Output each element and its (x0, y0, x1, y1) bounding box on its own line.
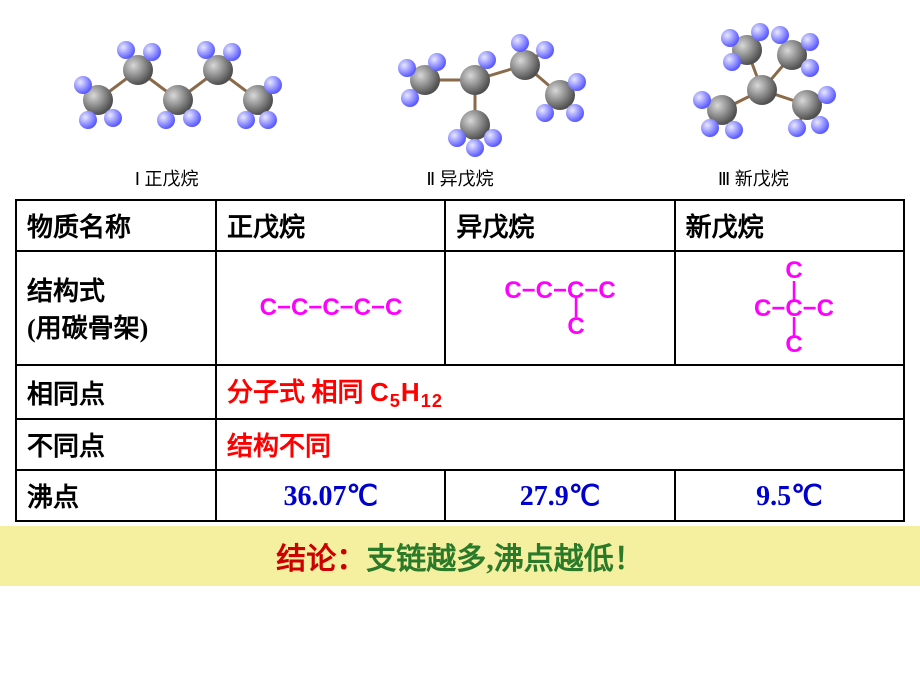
conclusion-text: 支链越多,沸点越低！ (366, 543, 644, 576)
cell-bp-label: 沸点 (16, 470, 216, 521)
cell-struct-label: 结构式 (用碳骨架) (16, 251, 216, 365)
svg-text:C−C−C−C−C: C−C−C−C−C (259, 294, 402, 321)
cell-name-label: 物质名称 (16, 200, 216, 251)
molecule-isopentane (365, 10, 595, 160)
svg-text:C: C (786, 331, 803, 358)
cell-struct-3: C | C−C−C | C (675, 251, 904, 365)
molecule-neopentane (652, 10, 872, 160)
row-bp: 沸点 36.07℃ 27.9℃ 9.5℃ (16, 470, 904, 521)
svg-text:C−C−C−C: C−C−C−C (504, 277, 615, 304)
cell-same-label: 相同点 (16, 365, 216, 419)
caption-1: Ⅰ 正戊烷 (21, 165, 311, 191)
cell-same-value: 分子式 相同 C5H12 (216, 365, 904, 419)
cell-diff-value: 结构不同 (216, 419, 904, 470)
row-same: 相同点 分子式 相同 C5H12 (16, 365, 904, 419)
cell-bp-2: 27.9℃ (445, 470, 674, 521)
caption-2: Ⅱ 异戊烷 (315, 165, 605, 191)
struct-label-line1: 结构式 (27, 277, 105, 306)
cell-bp-3: 9.5℃ (675, 470, 904, 521)
row-structure: 结构式 (用碳骨架) C−C−C−C−C C−C−C−C | C (16, 251, 904, 365)
cell-name-1: 正戊烷 (216, 200, 445, 251)
row-name: 物质名称 正戊烷 异戊烷 新戊烷 (16, 200, 904, 251)
cell-struct-2: C−C−C−C | C (445, 251, 674, 365)
cell-diff-label: 不同点 (16, 419, 216, 470)
properties-table: 物质名称 正戊烷 异戊烷 新戊烷 结构式 (用碳骨架) C−C−C−C−C C−… (15, 199, 905, 522)
struct-label-line2: (用碳骨架) (27, 314, 148, 343)
isopentane-svg (365, 10, 595, 160)
same-formula: C5H12 (370, 377, 443, 407)
cell-struct-1: C−C−C−C−C (216, 251, 445, 365)
cell-name-2: 异戊烷 (445, 200, 674, 251)
captions-row: Ⅰ 正戊烷 Ⅱ 异戊烷 Ⅲ 新戊烷 (0, 160, 920, 199)
row-diff: 不同点 结构不同 (16, 419, 904, 470)
molecules-row (0, 0, 920, 160)
slide-container: Ⅰ 正戊烷 Ⅱ 异戊烷 Ⅲ 新戊烷 物质名称 正戊烷 异戊烷 新戊烷 结构式 (… (0, 0, 920, 586)
svg-text:C: C (567, 313, 584, 340)
n-pentane-svg (48, 10, 308, 160)
molecule-n-pentane (48, 10, 308, 160)
caption-3: Ⅲ 新戊烷 (608, 165, 898, 191)
same-prefix: 分子式 相同 (227, 378, 370, 407)
cell-bp-1: 36.07℃ (216, 470, 445, 521)
conclusion-label: 结论： (276, 543, 366, 576)
conclusion-bar: 结论：支链越多,沸点越低！ (0, 526, 920, 586)
cell-name-3: 新戊烷 (675, 200, 904, 251)
neopentane-svg (652, 10, 872, 160)
